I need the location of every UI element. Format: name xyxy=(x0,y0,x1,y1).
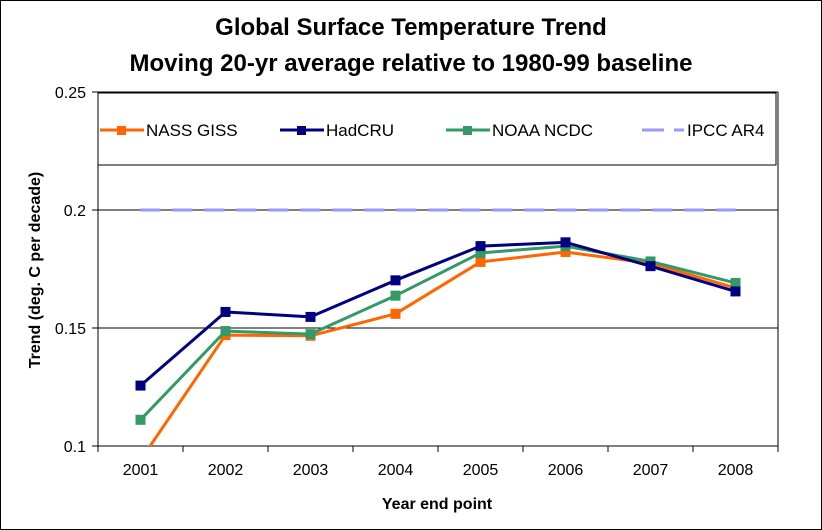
data-point xyxy=(730,286,741,297)
data-point xyxy=(135,380,146,391)
data-point xyxy=(135,414,146,425)
series-line xyxy=(139,240,736,387)
x-tick-label: 2005 xyxy=(463,462,499,479)
data-point xyxy=(390,290,401,301)
data-point xyxy=(305,311,316,322)
x-tick-label: 2008 xyxy=(718,462,754,479)
x-tick-label: 2002 xyxy=(208,462,244,479)
x-tick-label: 2001 xyxy=(123,462,159,479)
series-lines xyxy=(135,208,741,446)
data-point xyxy=(560,247,571,258)
x-tick-label: 2004 xyxy=(378,462,414,479)
data-point xyxy=(730,277,741,288)
data-point xyxy=(475,241,486,252)
x-tick-label: 2007 xyxy=(633,462,669,479)
axes: 0.1 0.15 0.2 0.25 2001 2002 2003 2004 2005 2006 20… xyxy=(55,85,779,479)
legend-label: HadCRU xyxy=(326,121,394,140)
data-point xyxy=(390,308,401,319)
series-line xyxy=(148,250,736,446)
x-axis-title: Year end point xyxy=(382,496,493,513)
data-point xyxy=(220,326,231,337)
data-point xyxy=(390,275,401,286)
data-point xyxy=(220,306,231,317)
legend-label: NOAA NCDC xyxy=(492,121,593,140)
legend-item: HadCRU xyxy=(280,121,394,140)
data-point xyxy=(305,329,316,340)
data-point xyxy=(475,256,486,267)
data-point xyxy=(560,237,571,248)
series-hadcru xyxy=(135,237,741,391)
y-axis-title: Trend (deg. C per decade) xyxy=(27,172,44,368)
data-point xyxy=(645,261,656,272)
x-tick-label: 2003 xyxy=(293,462,329,479)
legend-label: NASS GISS xyxy=(146,121,238,140)
legend: NASS GISS HadCRU NOAA NCDC IPCC AR4 xyxy=(97,92,777,166)
y-tick-label: 0.2 xyxy=(64,203,86,220)
y-tick-label: 0.25 xyxy=(55,85,86,102)
x-tick-label: 2006 xyxy=(548,462,584,479)
legend-marker xyxy=(463,126,472,135)
legend-item: IPCC AR4 xyxy=(642,121,764,140)
legend-marker xyxy=(297,126,306,135)
legend-marker xyxy=(117,126,126,135)
chart-title: Global Surface Temperature Trend xyxy=(215,14,607,41)
legend-item: NOAA NCDC xyxy=(446,121,593,140)
series-nass-giss xyxy=(148,247,741,446)
y-tick-label: 0.15 xyxy=(55,321,86,338)
y-tick-label: 0.1 xyxy=(64,439,86,456)
legend-item: NASS GISS xyxy=(100,121,238,140)
data-point xyxy=(475,247,486,258)
legend-label: IPCC AR4 xyxy=(687,121,764,140)
series-line xyxy=(139,244,736,421)
chart-subtitle: Moving 20-yr average relative to 1980-99… xyxy=(129,50,693,77)
